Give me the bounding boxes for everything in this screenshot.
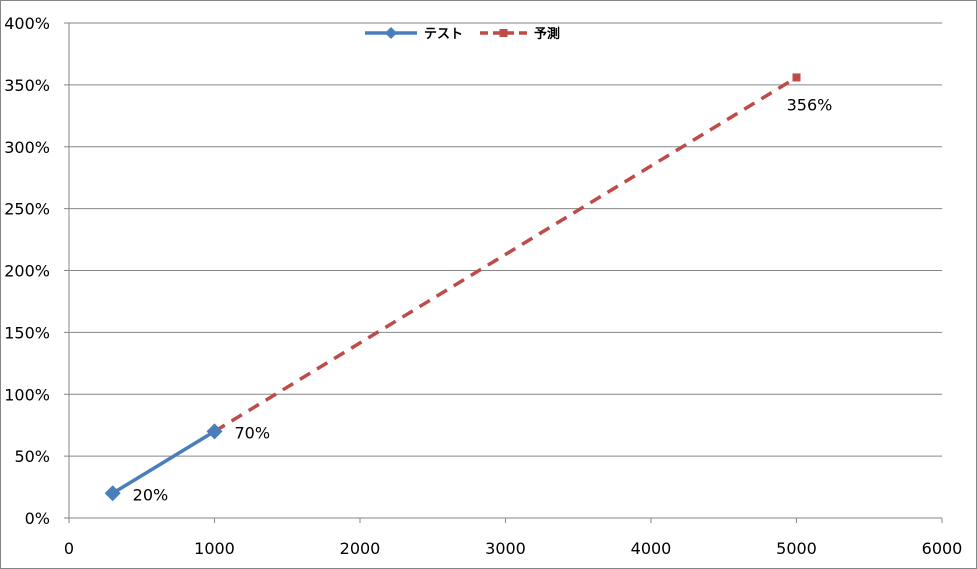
y-tick-label: 200% [4,262,50,281]
data-point-diamond [206,423,223,440]
gridlines [69,22,942,457]
y-tick-label: 400% [4,14,50,33]
data-point-diamond [104,485,121,502]
y-tick-label: 100% [4,385,50,404]
axes [64,22,943,523]
y-tick-label: 300% [4,138,50,157]
y-tick-label: 350% [4,76,50,95]
legend-label: 予測 [534,26,560,42]
series-line [111,429,216,495]
x-tick-label: 0 [64,539,74,558]
data-point-square [499,29,508,37]
x-tick-label: 1000 [194,539,235,558]
y-tick-label: 150% [4,323,50,342]
legend-item: 予測 [480,26,560,42]
legend-item: テスト [365,27,463,42]
y-axis-tick-labels: 0% 50% 100% 150% 200% 250% 300% 350% 400% [4,14,50,528]
y-tick-label: 50% [14,447,50,466]
x-tick-label: 3000 [485,539,526,558]
series-line [213,75,798,433]
series-group: 356% 20% 70% [104,73,833,504]
data-point-diamond [385,27,397,39]
series-test: 20% 70% [104,423,271,504]
data-point-square [792,73,801,82]
data-label: 70% [235,423,271,442]
legend: テスト 予測 [365,26,560,42]
y-tick-label: 0% [25,509,50,528]
data-label: 20% [133,485,169,504]
x-tick-label: 5000 [776,539,817,558]
x-tick-label: 4000 [631,539,672,558]
x-tick-label: 2000 [340,539,381,558]
legend-label: テスト [424,27,463,42]
data-label: 356% [787,95,833,114]
y-tick-label: 250% [4,200,50,219]
x-tick-label: 6000 [922,539,963,558]
series-forecast: 356% [213,73,833,433]
x-axis-tick-labels: 0 1000 2000 3000 4000 5000 6000 [64,539,962,558]
